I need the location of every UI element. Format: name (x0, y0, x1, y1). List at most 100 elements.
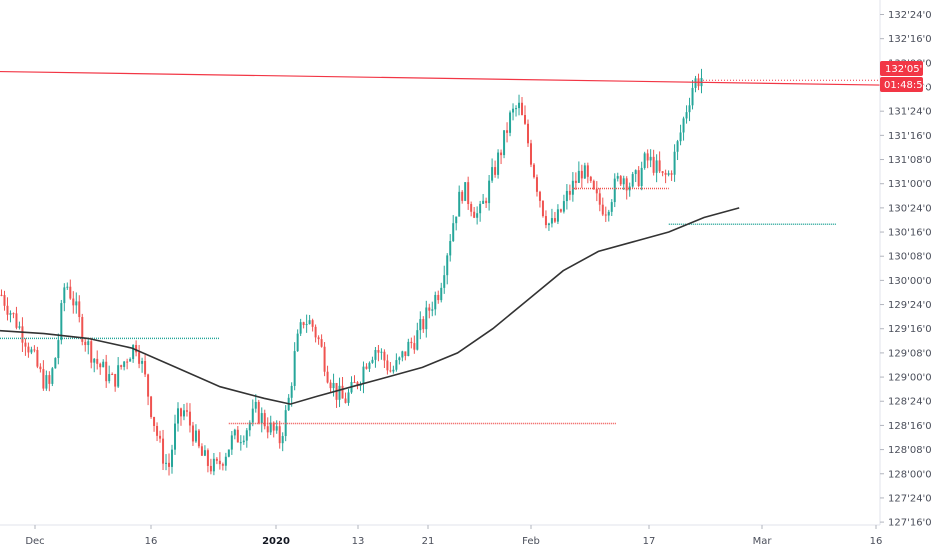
candle-body (464, 182, 467, 201)
candle-body (302, 322, 305, 326)
candle-body (491, 167, 494, 181)
candle-body (652, 156, 655, 173)
candle-body (476, 213, 479, 218)
price-badges: 132'05'5 01:48:58 (880, 61, 929, 92)
candle-body (500, 152, 503, 156)
candle-body (682, 118, 685, 133)
candle-body (72, 298, 75, 306)
candle-body (227, 449, 230, 457)
candle-body (503, 130, 506, 156)
candle-body (24, 342, 27, 347)
time-tick-label: 16 (145, 536, 158, 547)
candle-body (404, 351, 407, 357)
candle-body (521, 102, 524, 116)
candle-body (63, 287, 66, 304)
candle-body (616, 176, 619, 179)
candle-body (188, 411, 191, 426)
candle-body (458, 191, 461, 217)
candle-body (509, 112, 512, 133)
candle-body (144, 361, 147, 375)
candle-body (30, 349, 33, 353)
candle-body (431, 309, 434, 311)
candle-body (230, 435, 233, 450)
candle-body (374, 350, 377, 360)
candle-body (637, 170, 640, 187)
candle-body (224, 456, 227, 466)
price-tick-label: 129'08'0 (888, 348, 932, 359)
candle-body (407, 341, 410, 357)
candle-body (281, 436, 284, 444)
candle-body (353, 382, 356, 384)
candle-body (592, 180, 595, 189)
candle-body (299, 322, 302, 334)
candle-body (57, 340, 60, 359)
candle-body (655, 160, 658, 173)
candle-body (613, 178, 616, 203)
candle-body (254, 401, 257, 409)
price-tick-label: 127'24'0 (888, 493, 932, 504)
candle-body (568, 190, 571, 195)
candle-body (428, 307, 431, 311)
candle-body (245, 430, 248, 441)
time-tick-label: Feb (522, 536, 540, 547)
candle-body (290, 385, 293, 398)
candle-body (416, 330, 419, 350)
candle-body (66, 286, 69, 288)
candle-body (272, 422, 275, 431)
candle-body (305, 324, 308, 326)
candle-body (559, 209, 562, 212)
price-tick-label: 131'24'0 (888, 107, 932, 118)
candle-body (512, 108, 515, 113)
candle-body (383, 351, 386, 361)
candle-body (69, 286, 72, 299)
candle-body (332, 382, 335, 389)
candle-body (36, 350, 39, 367)
price-tick-label: 129'16'0 (888, 324, 932, 335)
candle-body (81, 317, 84, 342)
candle-body (168, 462, 171, 467)
price-axis[interactable]: 132'24'0132'16'0132'08'0132'00'0131'24'0… (880, 10, 932, 529)
candle-body (93, 358, 96, 363)
candle-body (347, 392, 350, 403)
candle-body (574, 180, 577, 183)
price-tick-label: 131'00'0 (888, 179, 932, 190)
candle-body (694, 78, 697, 88)
candle-body (544, 216, 547, 226)
candle-body (48, 375, 51, 384)
time-tick-label: Dec (25, 536, 44, 547)
candle-body (562, 201, 565, 212)
candle-body (215, 458, 218, 461)
candle-body (565, 190, 568, 202)
candle-body (87, 341, 90, 346)
resistance-trendline[interactable] (0, 70, 881, 86)
candle-body (165, 462, 168, 464)
candle-body (401, 351, 404, 358)
candle-body (39, 366, 42, 370)
candle-body (524, 115, 527, 124)
candle-body (482, 200, 485, 204)
candle-body (628, 186, 631, 191)
candle-body (84, 341, 87, 346)
candle-body (470, 204, 473, 212)
price-tick-label: 128'00'0 (888, 469, 932, 480)
moving-average-line[interactable] (0, 207, 740, 405)
price-tick-label: 128'24'0 (888, 397, 932, 408)
time-tick-label: 16 (870, 536, 883, 547)
candle-body (212, 458, 215, 472)
time-tick-label: 13 (352, 536, 365, 547)
price-tick-label: 128'16'0 (888, 421, 932, 432)
candle-body (691, 87, 694, 106)
candle-body (685, 112, 688, 119)
candle-body (162, 438, 165, 464)
candle-body (395, 360, 398, 370)
candle-body (120, 365, 123, 367)
candle-body (96, 358, 99, 364)
price-tick-label: 129'24'0 (888, 300, 932, 311)
candle-body (233, 429, 236, 436)
candle-body (437, 294, 440, 301)
price-tick-label: 132'16'0 (888, 34, 932, 45)
time-axis[interactable]: Dec 16 2020 13 21 Feb 17 Mar 16 (25, 525, 882, 547)
candle-body (33, 349, 36, 351)
candle-body (236, 429, 239, 443)
